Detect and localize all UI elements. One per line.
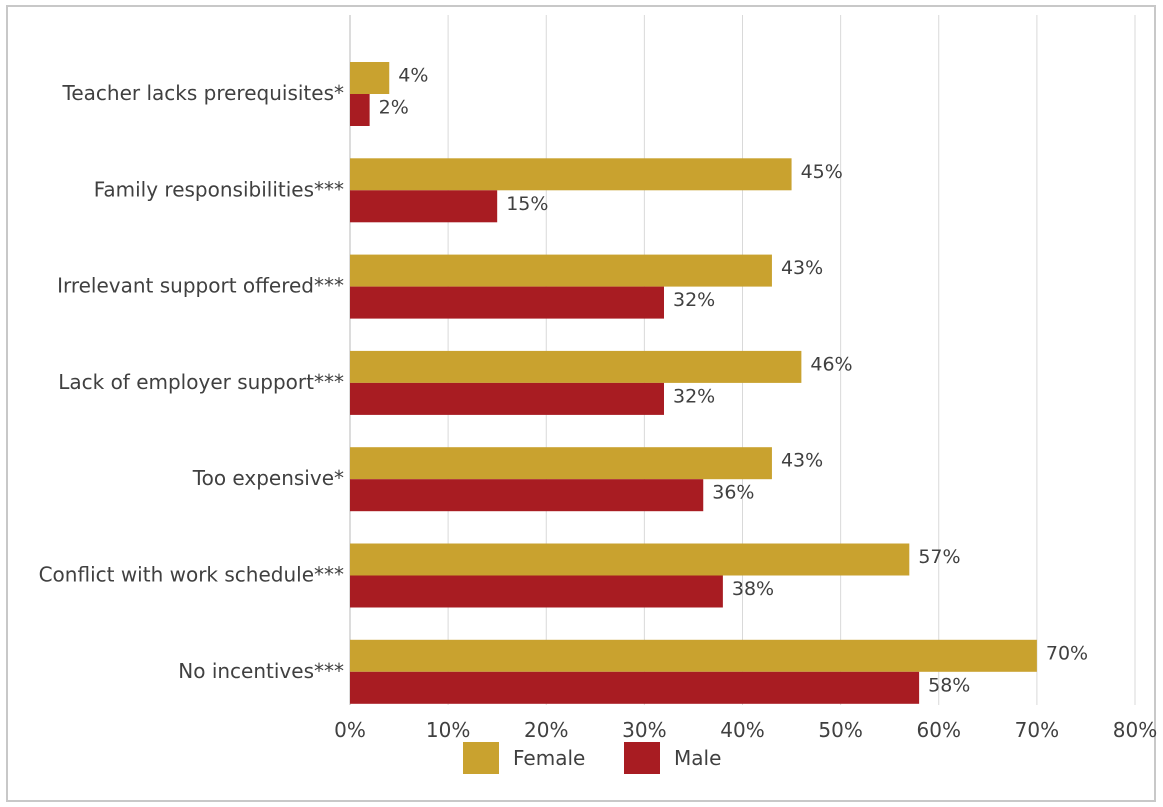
x-tick-label: 10% <box>426 718 470 742</box>
data-label: 46% <box>810 353 852 375</box>
female-bar <box>350 447 772 480</box>
male-bar <box>350 479 704 512</box>
category-labels: Teacher lacks prerequisites* Family respo… <box>39 81 344 683</box>
male-bar <box>350 575 723 608</box>
x-tick-label: 60% <box>917 718 961 742</box>
x-tick-label: 70% <box>1015 718 1059 742</box>
male-bar <box>350 286 664 319</box>
category-label: No incentives*** <box>178 659 344 683</box>
data-label: 32% <box>673 289 715 311</box>
data-label: 2% <box>379 97 409 119</box>
data-label: 15% <box>506 193 548 215</box>
male-bar <box>350 382 664 415</box>
female-bar <box>350 350 802 383</box>
data-label: 4% <box>398 65 428 87</box>
category-label: Conflict with work schedule*** <box>39 563 344 587</box>
female-bar <box>350 158 792 191</box>
category-label: Too expensive* <box>192 466 344 490</box>
legend-swatch <box>624 742 660 774</box>
value-labels: 4% 2% 45% 15% 43% 32% 46% 32% 43% 36% 57% 38% 70% 58% <box>379 65 1088 697</box>
x-tick-label: 20% <box>524 718 568 742</box>
category-label: Lack of employer support*** <box>58 370 344 394</box>
female-bar <box>350 254 772 287</box>
category-label: Teacher lacks prerequisites* <box>62 81 344 105</box>
data-label: 58% <box>928 674 970 696</box>
x-tick-label: 40% <box>720 718 764 742</box>
legend-label: Male <box>674 746 721 770</box>
legend-label: Female <box>513 746 585 770</box>
category-label: Family responsibilities*** <box>94 177 344 201</box>
x-tick-label: 80% <box>1113 718 1157 742</box>
data-label: 32% <box>673 385 715 407</box>
legend: Female Male <box>463 742 721 774</box>
legend-item-female: Female <box>463 742 585 774</box>
female-bar <box>350 639 1037 672</box>
bars <box>350 62 1037 704</box>
legend-swatch <box>463 742 499 774</box>
data-label: 43% <box>781 257 823 279</box>
data-label: 70% <box>1046 642 1088 664</box>
male-bar <box>350 671 920 704</box>
female-bar <box>350 543 910 576</box>
category-label: Irrelevant support offered*** <box>57 274 344 298</box>
x-axis-ticks: 0% 10% 20% 30% 40% 50% 60% 70% 80% <box>334 718 1157 742</box>
data-label: 36% <box>712 482 754 504</box>
male-bar <box>350 190 498 223</box>
x-tick-label: 30% <box>622 718 666 742</box>
x-tick-label: 0% <box>334 718 366 742</box>
x-tick-label: 50% <box>818 718 862 742</box>
data-label: 38% <box>732 578 774 600</box>
data-label: 57% <box>918 546 960 568</box>
data-label: 43% <box>781 450 823 472</box>
male-bar <box>350 94 370 126</box>
female-bar <box>350 62 390 94</box>
legend-item-male: Male <box>624 742 721 774</box>
data-label: 45% <box>801 161 843 183</box>
